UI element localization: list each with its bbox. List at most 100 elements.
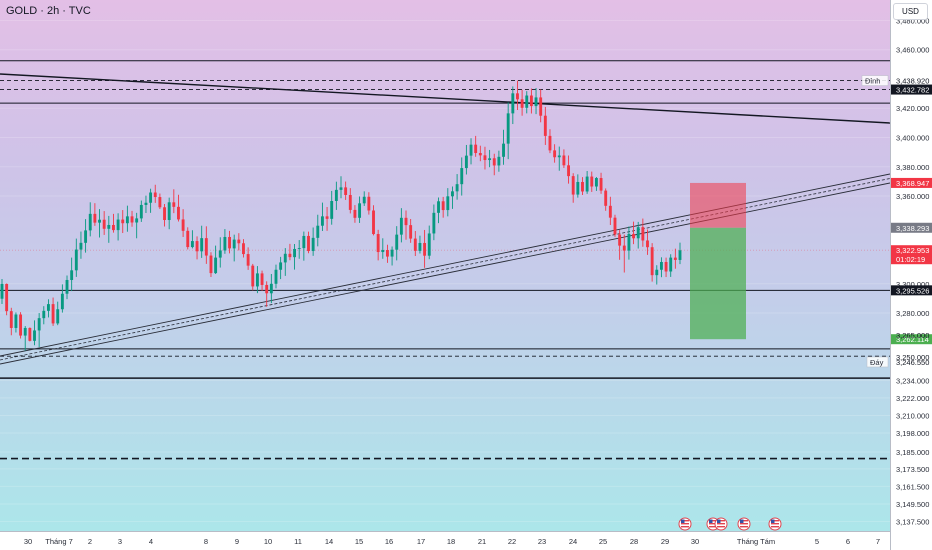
candle-body	[590, 176, 594, 187]
candle-body	[218, 250, 222, 258]
candle	[9, 307, 13, 336]
candle-body	[646, 240, 649, 248]
candle-body	[125, 216, 129, 224]
candle	[492, 153, 496, 176]
candle	[70, 257, 74, 292]
candle-body	[427, 233, 431, 256]
time-axis[interactable]	[0, 531, 890, 550]
candle-body	[339, 187, 343, 190]
candle-body	[608, 205, 612, 218]
candle-body	[283, 253, 287, 263]
candle-body	[316, 225, 320, 238]
candle-body	[399, 217, 403, 235]
candle	[451, 186, 454, 209]
candle	[74, 238, 78, 277]
candle	[200, 225, 204, 258]
candle	[33, 320, 36, 346]
candle-body	[362, 196, 366, 204]
candle-body	[423, 242, 427, 256]
candle	[302, 231, 306, 261]
candle	[177, 194, 180, 222]
candle	[269, 273, 273, 304]
symbol-title[interactable]: GOLD · 2h · TVC	[6, 5, 91, 17]
candle	[358, 196, 362, 223]
candle	[599, 172, 603, 194]
candle	[576, 174, 580, 198]
candle	[190, 230, 194, 249]
price-axis[interactable]	[890, 0, 932, 550]
candle	[548, 129, 552, 154]
candle	[562, 149, 566, 168]
candle-body	[325, 216, 329, 219]
candle	[594, 177, 598, 191]
candle	[516, 80, 519, 111]
candle	[571, 173, 575, 203]
candle-body	[446, 196, 450, 211]
candle	[125, 205, 129, 232]
candle	[172, 189, 176, 214]
candle	[650, 243, 654, 282]
candle-body	[409, 225, 413, 239]
candle-body	[223, 236, 227, 251]
candle-body	[557, 155, 561, 158]
candle-body	[576, 181, 580, 195]
stop-loss-zone	[690, 182, 746, 228]
candle-body	[98, 219, 101, 223]
candle	[307, 231, 310, 254]
candle	[116, 213, 120, 241]
candle	[520, 89, 524, 116]
candle	[84, 219, 88, 253]
candle-body	[358, 203, 362, 218]
candle-body	[492, 158, 496, 166]
candle-body	[488, 158, 492, 161]
candle	[581, 177, 584, 195]
candle	[107, 215, 111, 243]
candle	[149, 188, 153, 213]
candle-body	[84, 230, 88, 243]
candle-body	[641, 227, 645, 241]
take-profit-zone	[690, 227, 746, 340]
currency-button[interactable]: USD	[893, 3, 928, 20]
candle-body	[451, 191, 454, 197]
candle-body	[469, 144, 473, 156]
candle-body	[149, 192, 153, 203]
candle	[404, 210, 408, 240]
candle	[23, 326, 27, 351]
candle-body	[260, 273, 264, 285]
candle-body	[678, 250, 682, 260]
candle	[218, 237, 222, 268]
candle	[367, 192, 371, 215]
candle-body	[348, 194, 352, 210]
candle-body	[627, 233, 631, 251]
candle	[678, 242, 682, 265]
candle-body	[274, 269, 278, 284]
candle-body	[548, 135, 552, 151]
candle-body	[599, 178, 603, 191]
candle-body	[51, 304, 55, 324]
candle	[488, 149, 492, 168]
candle-body	[464, 155, 468, 169]
candle	[478, 145, 482, 162]
candle	[65, 275, 69, 300]
candle	[618, 230, 622, 260]
candle-body	[112, 224, 115, 231]
candle	[88, 202, 92, 237]
candle	[223, 229, 227, 254]
candle-body	[460, 168, 464, 185]
candle-body	[334, 189, 338, 201]
candle	[139, 200, 143, 222]
candle	[348, 188, 352, 214]
candle-body	[139, 204, 143, 219]
grid-layer	[0, 19, 890, 522]
candle	[297, 240, 301, 259]
candle	[288, 243, 292, 261]
candle-body	[655, 269, 659, 276]
candle	[46, 299, 50, 318]
candle-body	[163, 207, 166, 221]
candle	[381, 238, 385, 259]
candle	[246, 247, 250, 270]
candle-body	[65, 279, 69, 294]
candle	[437, 197, 440, 224]
candle	[19, 312, 23, 339]
